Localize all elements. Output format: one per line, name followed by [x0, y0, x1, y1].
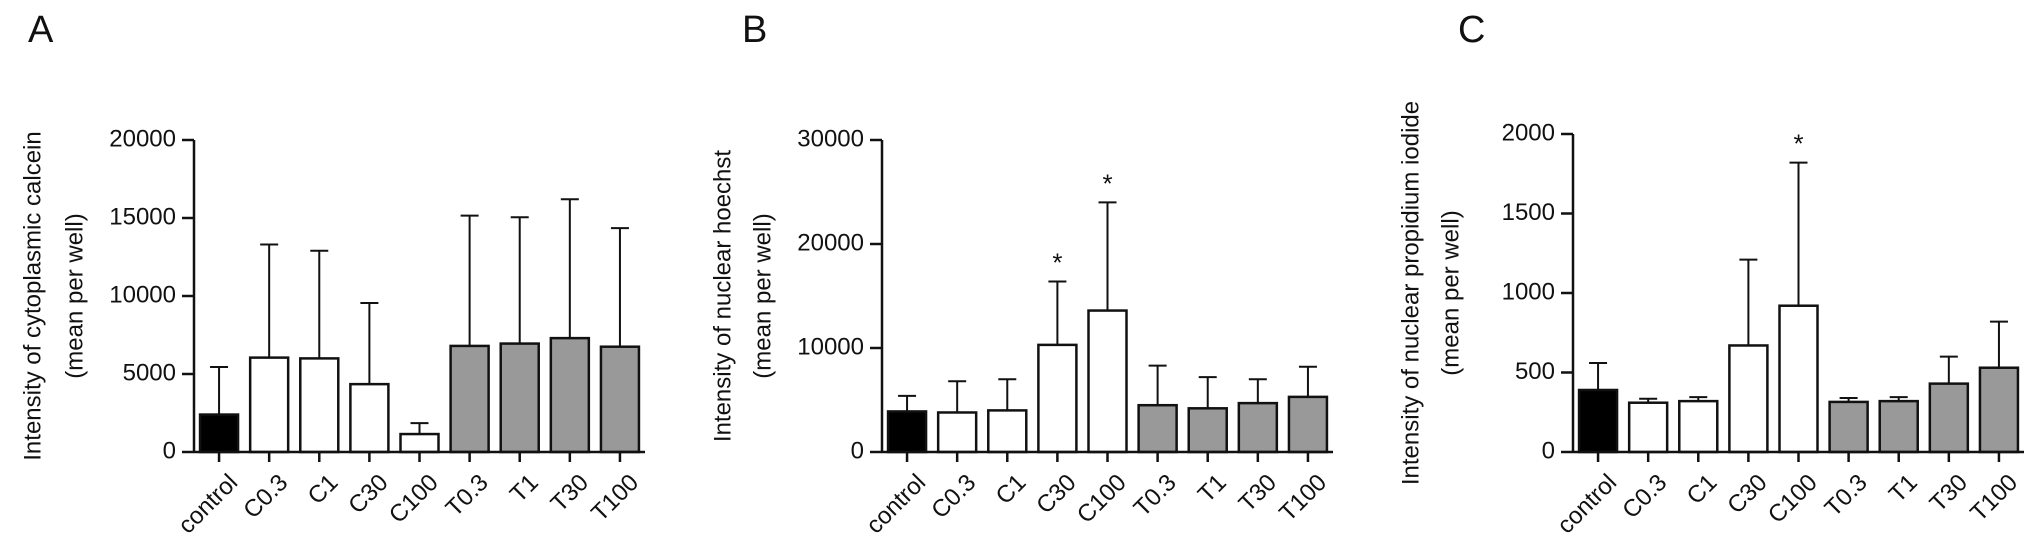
y-axis-label: Intensity of nuclear propidium iodide — [1397, 101, 1424, 485]
bar-t100 — [1978, 366, 2020, 454]
y-tick-label: 0 — [851, 437, 864, 464]
bar-c100 — [1087, 309, 1128, 454]
x-tick-label: C0.3 — [926, 469, 981, 524]
y-axis-label-units: (mean per well) — [1437, 210, 1464, 375]
bar-c0.3 — [936, 411, 978, 454]
panel-letter: A — [28, 9, 54, 51]
y-tick-label: 500 — [1515, 358, 1555, 385]
y-tick-label: 30000 — [797, 125, 864, 152]
bar-c1 — [987, 409, 1028, 454]
x-tick-label: T100 — [1965, 469, 2023, 527]
bar-t1 — [1187, 407, 1228, 454]
significance-marker: * — [1793, 129, 1803, 159]
y-tick-label: 0 — [1542, 437, 1555, 464]
bar-t100 — [599, 345, 641, 454]
y-tick-label: 15000 — [109, 203, 176, 230]
x-tick-label: C100 — [1072, 469, 1132, 529]
x-tick-label: T30 — [1925, 469, 1973, 517]
panel-letter: C — [1458, 9, 1485, 51]
bar-control — [886, 410, 928, 454]
bar-t0.3 — [1828, 400, 1869, 454]
x-tick-label: C1 — [991, 469, 1032, 510]
x-tick-label: control — [173, 469, 243, 539]
significance-marker: * — [1102, 168, 1112, 198]
significance-marker: * — [1052, 247, 1062, 277]
bar-c30 — [1728, 344, 1769, 454]
x-tick-label: T100 — [586, 469, 644, 527]
x-tick-label: T1 — [505, 469, 544, 508]
bar-control — [1577, 388, 1619, 454]
y-tick-label: 1000 — [1502, 278, 1555, 305]
y-tick-label: 5000 — [123, 359, 176, 386]
bar-t100 — [1287, 395, 1329, 454]
x-tick-label: C0.3 — [1617, 469, 1672, 524]
x-tick-label: T30 — [1234, 469, 1282, 517]
bar-t30 — [1237, 401, 1279, 454]
y-axis-label: Intensity of cytoplasmic calcein — [19, 131, 46, 460]
x-tick-label: C0.3 — [238, 469, 293, 524]
y-axis-label: Intensity of nuclear hoechst — [709, 150, 736, 443]
x-tick-label: C100 — [384, 469, 444, 529]
x-tick-label: C100 — [1763, 469, 1823, 529]
panel-c: C Intensity of nuclear propidium iodide (m… — [1397, 9, 2024, 539]
bar-t1 — [1878, 399, 1919, 454]
panel-a: A Intensity of cytoplasmic calcein (mean p… — [19, 9, 645, 539]
y-tick-label: 20000 — [109, 125, 176, 152]
bar-t0.3 — [449, 344, 490, 454]
x-tick-label: C1 — [1682, 469, 1723, 510]
bar-c1 — [1678, 399, 1719, 454]
bar-t1 — [499, 342, 540, 454]
x-tick-label: control — [1552, 469, 1622, 539]
panel-b: B Intensity of nuclear hoechst (mean per w… — [709, 9, 1333, 539]
x-tick-label: T0.3 — [1820, 469, 1873, 522]
y-tick-label: 10000 — [797, 333, 864, 360]
x-tick-label: control — [861, 469, 931, 539]
x-tick-label: C1 — [303, 469, 344, 510]
y-axis-label-units: (mean per well) — [61, 213, 88, 378]
bar-t30 — [1928, 382, 1970, 454]
bar-control — [198, 413, 240, 454]
x-tick-label: T30 — [546, 469, 594, 517]
bar-c100 — [399, 432, 440, 454]
x-tick-label: T100 — [1274, 469, 1332, 527]
y-tick-label: 0 — [163, 437, 176, 464]
y-tick-label: 2000 — [1502, 119, 1555, 146]
y-axis-label-units: (mean per well) — [749, 213, 776, 378]
bar-c0.3 — [1627, 401, 1669, 454]
bar-t0.3 — [1137, 403, 1178, 454]
bar-c1 — [299, 357, 340, 454]
x-tick-label: T0.3 — [441, 469, 494, 522]
bar-c30 — [1037, 343, 1078, 454]
x-tick-label: T1 — [1884, 469, 1923, 508]
bar-c0.3 — [248, 356, 290, 454]
y-tick-label: 20000 — [797, 229, 864, 256]
bar-c100 — [1778, 304, 1819, 454]
panel-letter: B — [742, 9, 767, 51]
bar-c30 — [349, 382, 390, 454]
x-tick-label: T0.3 — [1129, 469, 1182, 522]
y-tick-label: 1500 — [1502, 199, 1555, 226]
y-tick-label: 10000 — [109, 281, 176, 308]
bar-t30 — [549, 336, 591, 454]
x-tick-label: T1 — [1193, 469, 1232, 508]
